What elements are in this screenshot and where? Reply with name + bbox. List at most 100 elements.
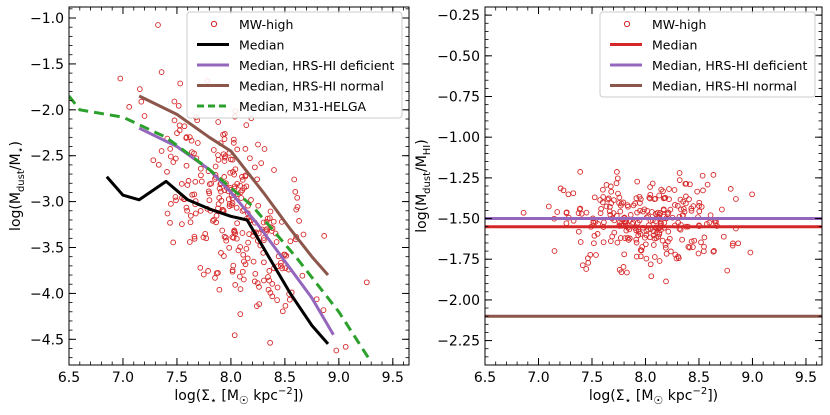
scatter-point: [634, 178, 641, 185]
scatter-point: [243, 122, 250, 128]
scatter-point: [247, 155, 253, 162]
scatter-point: [577, 205, 584, 212]
scatter-point: [613, 180, 620, 187]
y-tick-label: −1.75: [437, 252, 480, 268]
scatter-point: [232, 282, 239, 288]
scatter-point: [591, 240, 597, 247]
scatter-point: [662, 242, 669, 248]
scatter-point: [651, 254, 658, 260]
scatter-point: [606, 208, 613, 215]
y-tick-label: −1.0: [30, 11, 64, 27]
scatter-point: [237, 182, 243, 189]
scatter-point: [265, 274, 271, 280]
scatter-point: [664, 211, 671, 218]
scatter-point: [179, 221, 185, 227]
y-tick-label: −4.5: [30, 332, 64, 348]
scatter-point: [221, 158, 228, 164]
scatter-point: [197, 165, 204, 172]
scatter-point: [699, 172, 706, 179]
scatter-point: [662, 244, 669, 251]
scatter-point: [710, 248, 717, 255]
scatter-point: [170, 239, 177, 246]
scatter-point: [176, 122, 183, 129]
scatter-point: [221, 174, 228, 180]
scatter-point: [177, 80, 184, 87]
scatter-point: [164, 168, 170, 175]
scatter-point: [648, 273, 655, 280]
scatter-point: [710, 172, 717, 178]
scatter-point: [747, 249, 754, 256]
scatter-point: [173, 197, 179, 204]
plot-area: [69, 22, 373, 364]
y-tick-label: −3.0: [30, 195, 64, 211]
scatter-point: [198, 178, 205, 185]
scatter-point: [230, 169, 236, 175]
scatter-point: [656, 258, 663, 264]
scatter-point: [230, 235, 237, 241]
scatter-point: [585, 255, 591, 262]
scatter-point: [194, 140, 201, 146]
scatter-point: [271, 167, 277, 173]
y-tick-label: −1.50: [437, 212, 480, 228]
scatter-point: [191, 233, 198, 240]
scatter-point: [701, 234, 708, 241]
scatter-point: [213, 212, 220, 219]
x-axis: 6.5 7.0 7.5 8.0 8.5 9.0 9.5: [474, 7, 817, 386]
scatter-point: [551, 248, 558, 254]
y-tick-label: −4.0: [30, 286, 64, 302]
scatter-point: [215, 156, 222, 163]
scatter-point: [265, 286, 272, 293]
scatter-point: [704, 181, 711, 188]
scatter-point: [150, 157, 157, 164]
scatter-point: [545, 203, 552, 210]
y-tick-label: −0.75: [437, 90, 480, 106]
legend-marker: [210, 20, 218, 28]
scatter-point: [637, 247, 644, 253]
scatter-point: [617, 208, 624, 215]
scatter-point: [171, 98, 178, 105]
y-tick-label: −3.5: [30, 241, 64, 257]
scatter-point: [668, 248, 674, 255]
scatter-point: [749, 191, 755, 198]
scatter-point: [250, 258, 257, 265]
y-tick-label: −2.0: [30, 103, 64, 119]
scatter-point: [660, 207, 667, 214]
scatter-point: [176, 127, 183, 134]
scatter-point: [520, 209, 527, 216]
scatter-point: [287, 238, 294, 245]
scatter-point: [585, 259, 592, 266]
x-tick-label: 9.0: [741, 370, 763, 386]
scatter-point: [164, 210, 171, 217]
scatter-point: [186, 134, 193, 140]
scatter-point: [240, 251, 247, 258]
scatter-point: [272, 230, 279, 237]
scatter-point: [627, 212, 634, 218]
y-axis: −0.25 −0.50 −0.75 −1.00 −1.25 −1.50 −1.75 −2.00…: [437, 6, 822, 358]
scatter-point: [216, 286, 223, 293]
scatter-point: [279, 308, 286, 315]
scatter-point: [278, 262, 284, 269]
scatter-point: [213, 270, 220, 277]
scatter-point: [243, 183, 250, 190]
scatter-point: [647, 261, 654, 268]
scatter-point: [252, 164, 258, 171]
x-tick-label: 7.0: [527, 370, 549, 386]
scatter-point: [184, 207, 190, 214]
scatter-point: [614, 239, 621, 246]
legend-label: Median: [652, 38, 697, 53]
legend: MW-high Median Median, HRS-HI deficient Med…: [186, 11, 403, 119]
axes-frame: [68, 6, 410, 366]
scatter-point: [267, 339, 273, 346]
y-tick-label: −2.00: [437, 293, 480, 309]
legend: MW-high Median Median, HRS-HI deficient Med…: [599, 11, 816, 98]
left-panel: 6.5 7.0 7.5 8.0 8.5 9.0 9.5 −1.0 −1.5 −2.0 −2.5 −3.…: [8, 6, 410, 407]
scatter-point: [650, 242, 657, 248]
y-axis-label: log(Mdust/M⋆): [8, 141, 27, 231]
scatter-point: [254, 280, 261, 286]
y-tick-label: −1.00: [437, 130, 480, 146]
scatter-point: [221, 233, 228, 240]
scatter-point: [583, 209, 590, 216]
scatter-point: [293, 206, 300, 213]
scatter-point: [665, 228, 672, 235]
x-axis: 6.5 7.0 7.5 8.0 8.5 9.0 9.5: [58, 7, 405, 386]
